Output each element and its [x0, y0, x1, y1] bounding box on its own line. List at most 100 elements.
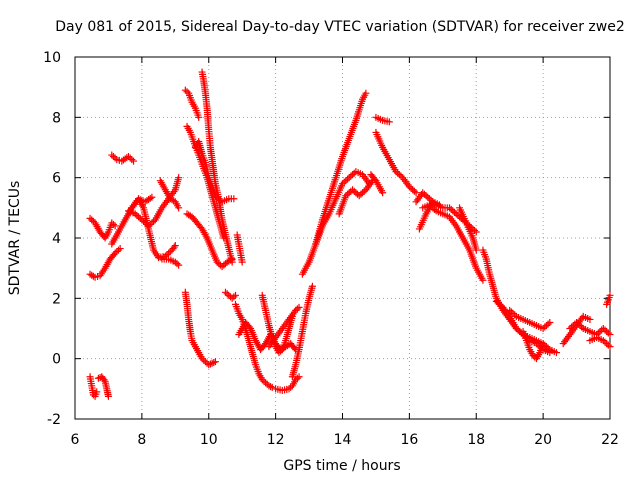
data-point: [405, 183, 413, 191]
y-tick-label: 6: [52, 171, 61, 187]
data-point: [601, 326, 609, 334]
series-arc1: [86, 373, 101, 400]
data-point: [539, 325, 547, 332]
data-point: [419, 189, 427, 197]
data-point: [599, 337, 607, 345]
x-tick-label: 6: [71, 432, 80, 448]
data-point: [452, 210, 460, 218]
series-arc37: [506, 306, 554, 332]
x-tick-label: 12: [267, 432, 285, 448]
data-point: [165, 249, 173, 257]
data-point: [86, 214, 94, 222]
data-point: [496, 300, 504, 308]
data-point: [215, 260, 223, 268]
data-point: [195, 113, 203, 121]
series-arc42: [603, 291, 614, 308]
data-point: [213, 193, 221, 201]
data-point: [479, 276, 487, 284]
data-point: [344, 190, 352, 198]
data-point: [541, 341, 549, 349]
data-point: [603, 340, 611, 348]
data-point: [258, 376, 266, 384]
data-point: [606, 331, 614, 339]
data-point: [108, 151, 116, 159]
data-point: [586, 315, 594, 323]
grid: [75, 57, 610, 419]
series-arc28: [367, 171, 387, 197]
data-point: [113, 248, 121, 256]
data-point: [136, 214, 144, 222]
data-point: [111, 222, 119, 230]
data-point: [599, 325, 607, 332]
data-point: [230, 195, 238, 203]
data-point: [352, 189, 360, 197]
data-point: [472, 246, 480, 254]
y-tick-label: 2: [52, 291, 61, 307]
data-point: [213, 258, 221, 266]
data-point: [424, 193, 432, 201]
data-point: [262, 379, 270, 387]
axis-ticks: [74, 56, 611, 420]
data-point: [601, 338, 609, 346]
data-point: [175, 204, 183, 212]
data-point: [472, 228, 480, 236]
data-point: [397, 172, 405, 180]
data-point: [345, 189, 353, 197]
data-point: [128, 156, 136, 164]
data-point: [349, 186, 357, 194]
data-point: [566, 325, 574, 332]
data-point: [292, 376, 300, 384]
data-point: [208, 359, 216, 367]
y-tick-label: 0: [52, 352, 61, 368]
data-point: [293, 305, 301, 313]
data-point: [606, 291, 614, 299]
series-arc38: [519, 328, 560, 363]
data-point: [573, 318, 581, 326]
x-tick-label: 10: [200, 432, 218, 448]
data-point: [371, 175, 379, 183]
data-point: [529, 352, 537, 360]
data-point: [133, 211, 141, 219]
data-point: [553, 349, 560, 357]
data-point: [111, 249, 119, 257]
data-point: [542, 321, 550, 329]
series-arc16: [191, 137, 238, 206]
data-point: [449, 207, 457, 215]
x-tick-label: 14: [334, 432, 352, 448]
data-point: [534, 341, 542, 349]
data-point: [225, 291, 233, 299]
data-point: [245, 323, 253, 331]
data-point: [171, 242, 179, 250]
data-point: [392, 168, 400, 176]
data-point: [211, 358, 219, 366]
data-point: [238, 258, 246, 266]
data-point: [506, 306, 514, 314]
data-points: [86, 68, 614, 400]
series-arc9: [156, 177, 183, 212]
data-point: [104, 392, 112, 400]
data-point: [379, 189, 387, 197]
series-arc22: [272, 373, 303, 394]
x-tick-label: 22: [601, 432, 619, 448]
series-arc30: [372, 128, 420, 197]
data-point: [93, 388, 101, 396]
data-point: [574, 320, 582, 328]
data-point: [181, 86, 189, 94]
data-point: [542, 343, 550, 351]
data-point: [359, 189, 367, 197]
x-tick-label: 20: [534, 432, 552, 448]
data-point: [497, 302, 505, 310]
data-point: [126, 154, 134, 162]
data-point: [200, 356, 208, 364]
data-point: [260, 377, 268, 385]
series-arc10: [158, 255, 183, 269]
y-tick-label: 10: [43, 50, 61, 66]
data-point: [206, 360, 214, 368]
data-point: [407, 184, 415, 192]
x-axis-label: GPS time / hours: [283, 458, 400, 474]
data-point: [546, 318, 554, 326]
data-point: [435, 201, 443, 209]
data-point: [347, 172, 355, 180]
data-point: [541, 323, 549, 331]
x-tick-label: 18: [467, 432, 485, 448]
